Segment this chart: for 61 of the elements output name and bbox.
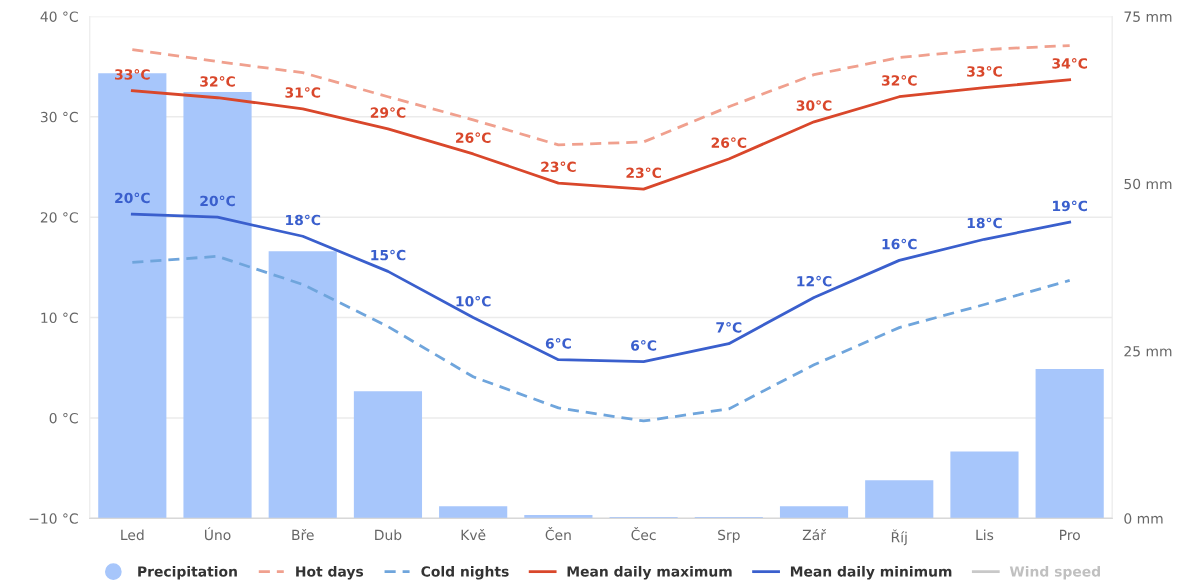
data-label: 16°C — [882, 238, 917, 250]
data-label: 30°C — [796, 100, 832, 111]
y-tick-label: 10 °C — [41, 312, 78, 324]
y-tick-label: 20 °C — [40, 212, 78, 223]
legend-label: Mean daily maximum — [567, 565, 732, 580]
legend-label: Cold nights — [421, 565, 509, 580]
data-label: 20°C — [115, 192, 150, 204]
x-tick-label: Pro — [1060, 529, 1080, 541]
y-tick-label: −10 °C — [29, 513, 78, 524]
bar — [183, 92, 252, 519]
bar — [865, 480, 934, 519]
x-tick-label: Zář — [802, 528, 827, 541]
x-tick-label: Bře — [292, 528, 314, 541]
data-label: 18°C — [967, 217, 1002, 229]
data-label: 31°C — [285, 87, 321, 98]
x-tick-label: Úno — [205, 527, 231, 541]
bar — [950, 451, 1019, 519]
data-label: 33°C — [115, 69, 150, 80]
bar — [439, 506, 508, 519]
legend-label: Hot days — [296, 565, 364, 580]
line-series — [130, 212, 1072, 364]
data-label: 7°C — [716, 322, 742, 333]
data-label: 32°C — [200, 76, 235, 87]
data-label: 32°C — [881, 75, 917, 86]
data-label: 6°C — [545, 338, 571, 349]
x-tick-label: Čec — [631, 527, 656, 541]
data-label: 26°C — [711, 137, 747, 148]
data-label: 6°C — [631, 340, 657, 351]
legend-label: Precipitation — [138, 565, 237, 580]
bar — [1035, 369, 1104, 519]
bar — [779, 506, 849, 519]
x-tick-label: Led — [121, 529, 144, 541]
x-tick-label: Srp — [718, 529, 740, 543]
legend-label: Wind speed — [1009, 565, 1100, 580]
y2-tick-label: 75 mm — [1124, 11, 1172, 22]
bar — [353, 391, 423, 519]
y2-tick-label: 25 mm — [1124, 345, 1172, 357]
data-label: 19°C — [1053, 200, 1088, 212]
x-tick-label: Lis — [976, 529, 994, 541]
data-label: 34°C — [1052, 58, 1088, 69]
data-label: 33°C — [967, 66, 1002, 77]
data-label: 26°C — [456, 132, 491, 143]
x-tick-label: Dub — [375, 529, 402, 541]
y2-tick-label: 0 mm — [1124, 513, 1163, 524]
bar — [268, 251, 337, 519]
y-tick-label: 30 °C — [40, 111, 78, 123]
data-label: 10°C — [456, 295, 491, 307]
y-tick-label: 0 °C — [49, 412, 78, 424]
data-label: 20°C — [200, 195, 235, 207]
data-label: 23°C — [626, 167, 661, 179]
y2-tick-label: 50 mm — [1124, 178, 1172, 190]
x-tick-label: Říj — [891, 529, 907, 546]
data-label: 15°C — [371, 249, 406, 261]
data-label: 18°C — [286, 214, 321, 226]
x-tick-label: Kvě — [461, 528, 486, 541]
data-label: 23°C — [541, 161, 576, 173]
legend-label: Mean daily minimum — [790, 565, 952, 580]
y-tick-label: 40 °C — [40, 11, 78, 22]
x-tick-label: Čen — [545, 527, 571, 541]
data-label: 29°C — [370, 107, 406, 118]
data-label: 12°C — [797, 275, 832, 287]
